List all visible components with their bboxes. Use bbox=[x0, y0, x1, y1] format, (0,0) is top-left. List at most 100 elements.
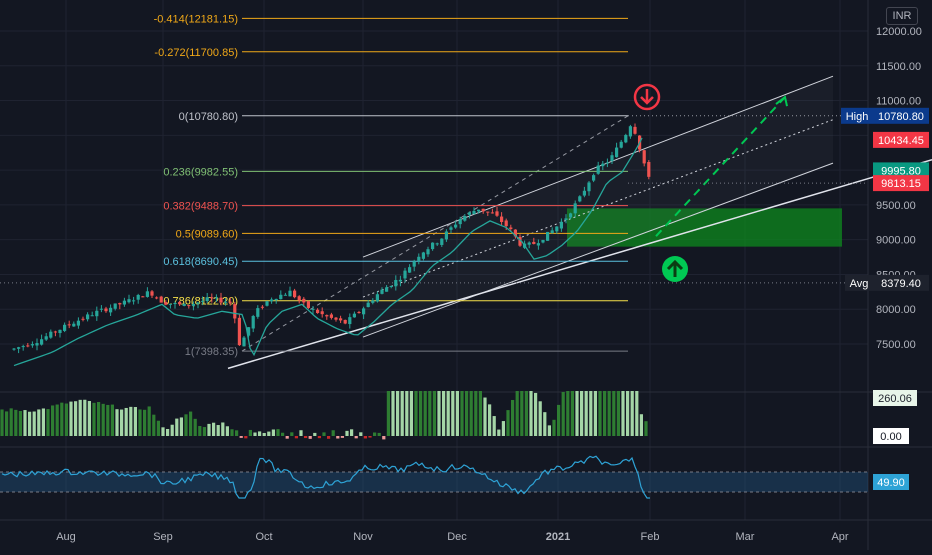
hist-bar bbox=[474, 391, 478, 436]
candle-body bbox=[159, 296, 163, 303]
hist-bar bbox=[299, 430, 303, 436]
candle-body bbox=[109, 307, 113, 313]
candle-body bbox=[394, 280, 398, 287]
hist-bar bbox=[414, 391, 418, 436]
hist-bar bbox=[69, 401, 73, 436]
candle-body bbox=[546, 231, 550, 241]
hist-bar bbox=[396, 391, 400, 436]
candle-body bbox=[12, 348, 16, 350]
candle-body bbox=[472, 210, 476, 215]
candle-body bbox=[490, 212, 494, 214]
candle-body bbox=[293, 290, 297, 298]
hist-bar bbox=[350, 429, 354, 436]
candle-body bbox=[270, 299, 274, 302]
hist-bar bbox=[239, 436, 243, 438]
hist-bar bbox=[14, 409, 18, 436]
hist-bar bbox=[83, 399, 87, 436]
candle-body bbox=[357, 312, 361, 314]
hist-bar bbox=[589, 391, 593, 436]
arrow-up-circle-icon[interactable] bbox=[662, 256, 688, 282]
candle-body bbox=[610, 155, 614, 162]
channel-lower bbox=[362, 162, 834, 338]
candle-body bbox=[624, 134, 628, 143]
hist-bar bbox=[621, 391, 625, 436]
hist-bar bbox=[207, 423, 211, 436]
hist-bar bbox=[547, 425, 551, 436]
candle-body bbox=[145, 291, 149, 297]
arrow-down-circle-icon[interactable] bbox=[633, 83, 661, 111]
candle-body bbox=[155, 297, 159, 299]
markers[interactable] bbox=[633, 83, 688, 282]
candle-body bbox=[435, 243, 439, 245]
candle-body bbox=[260, 306, 264, 308]
candle-body bbox=[619, 141, 623, 148]
candle-body bbox=[329, 314, 333, 318]
hist-bar bbox=[616, 391, 620, 436]
candle-body bbox=[168, 303, 172, 305]
hist-bar bbox=[138, 409, 142, 436]
sell-marker-ring bbox=[633, 83, 661, 111]
candle-body bbox=[366, 302, 370, 308]
hist-bar bbox=[405, 391, 409, 436]
candle-body bbox=[615, 147, 619, 158]
long-trendline bbox=[227, 158, 932, 370]
candle-body bbox=[481, 208, 485, 212]
candle-body bbox=[605, 162, 609, 164]
hist-bar bbox=[488, 404, 492, 436]
price-tick-label: 11500.00 bbox=[876, 61, 921, 73]
hist-bar bbox=[354, 436, 358, 439]
candle-body bbox=[219, 297, 223, 303]
hist-bar bbox=[235, 430, 239, 436]
hist-bar bbox=[285, 436, 289, 439]
hist-bar bbox=[32, 411, 36, 436]
hist-bar bbox=[147, 406, 151, 436]
price-tag-bg bbox=[873, 175, 929, 192]
candle-body bbox=[136, 294, 140, 300]
hist-bar bbox=[74, 401, 78, 436]
fib-label: 0(10780.80) bbox=[179, 111, 238, 123]
hist-bar bbox=[345, 430, 349, 436]
hist-bar bbox=[152, 414, 156, 436]
candle-body bbox=[164, 302, 168, 305]
hist-bar bbox=[267, 431, 271, 436]
hist-bar bbox=[630, 391, 634, 436]
candle-body bbox=[182, 303, 186, 306]
hist-bar bbox=[78, 399, 82, 436]
hist-bar bbox=[129, 406, 133, 436]
hist-bar bbox=[327, 436, 331, 439]
hist-bar bbox=[248, 429, 252, 436]
hist-bar bbox=[28, 411, 32, 436]
candle-body bbox=[559, 221, 563, 229]
candle-body bbox=[191, 304, 195, 306]
fib-label: -0.272(11700.85) bbox=[154, 47, 238, 59]
hist-bar bbox=[428, 391, 432, 436]
candle-body bbox=[63, 324, 67, 331]
candle-body bbox=[371, 300, 375, 303]
time-tick-label: Dec bbox=[447, 531, 467, 543]
rsi-line bbox=[1, 455, 650, 499]
sell-marker-arrow bbox=[640, 89, 654, 105]
hist-bar bbox=[552, 419, 556, 436]
hist-bar bbox=[593, 391, 597, 436]
hist-bar bbox=[639, 414, 643, 436]
time-tick-label: Apr bbox=[831, 531, 848, 543]
candle-body bbox=[302, 298, 306, 303]
candle-body bbox=[35, 343, 39, 346]
candle-body bbox=[297, 296, 301, 301]
candles[interactable] bbox=[12, 123, 651, 354]
candle-body bbox=[348, 317, 352, 325]
buy-marker-arrow bbox=[666, 259, 684, 277]
price-tag-value: 9995.80 bbox=[881, 165, 921, 177]
candle-body bbox=[573, 203, 577, 214]
hist-bar bbox=[409, 391, 413, 436]
candle-body bbox=[596, 165, 600, 174]
hist-zero-tag-bg bbox=[873, 428, 909, 444]
currency-badge[interactable]: INR bbox=[886, 7, 918, 25]
hist-bar bbox=[501, 421, 505, 436]
candle-body bbox=[53, 331, 57, 333]
hist-tag-bg bbox=[873, 390, 917, 406]
time-tick-label: 2021 bbox=[546, 531, 570, 543]
price-tag-bg bbox=[873, 131, 929, 148]
